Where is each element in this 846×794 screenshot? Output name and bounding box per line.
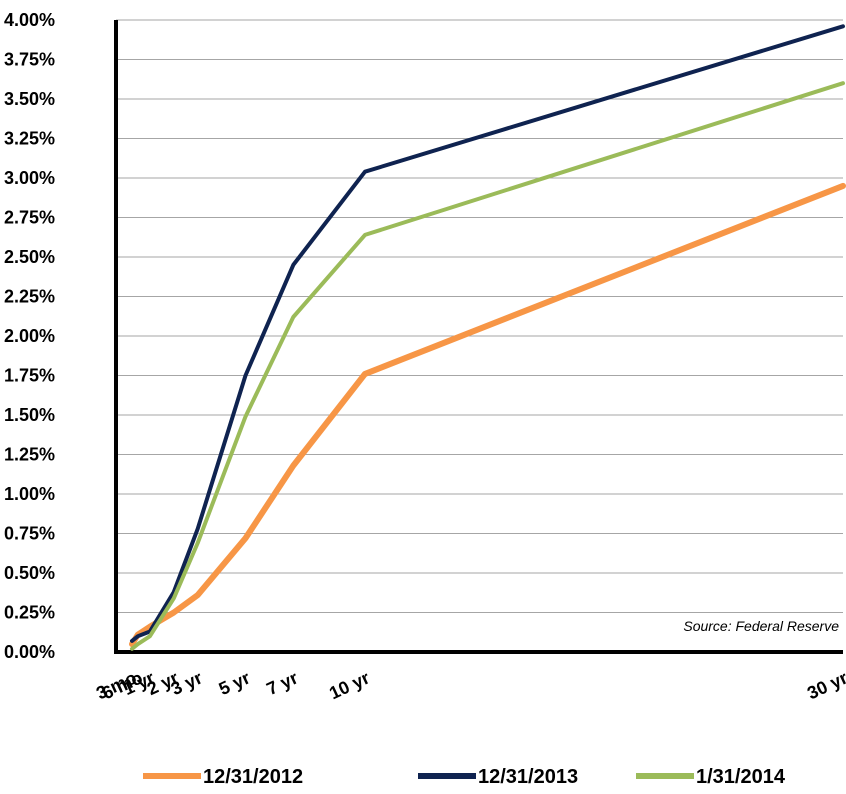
series-line-1 xyxy=(129,182,846,648)
axes xyxy=(114,20,843,654)
x-tick-label: 10 yr xyxy=(326,667,373,703)
y-tick-label: 1.75% xyxy=(4,366,55,386)
y-tick-label: 2.25% xyxy=(4,287,55,307)
series-line-3 xyxy=(130,81,845,651)
y-tick-label: 3.00% xyxy=(4,168,55,188)
y-tick-label: 1.25% xyxy=(4,445,55,465)
legend-label: 1/31/2014 xyxy=(696,766,786,788)
y-tick-label: 0.75% xyxy=(4,524,55,544)
series-line-2 xyxy=(130,24,845,643)
x-tick-label: 30 yr xyxy=(804,667,846,703)
legend-label: 12/31/2012 xyxy=(203,766,303,788)
y-tick-label: 2.75% xyxy=(4,208,55,228)
y-tick-label: 3.25% xyxy=(4,129,55,149)
y-tick-label: 0.50% xyxy=(4,563,55,583)
y-axis-tick-labels: 0.00% 0.25% 0.50% 0.75% 1.00% 1.25% 1.50% 1.75%… xyxy=(4,10,55,662)
x-tick-label: 5 yr xyxy=(216,667,253,699)
y-tick-label: 3.75% xyxy=(4,50,55,70)
y-tick-label: 3.50% xyxy=(4,89,55,109)
y-tick-label: 2.50% xyxy=(4,247,55,267)
y-tick-label: 4.00% xyxy=(4,10,55,30)
legend-label: 12/31/2013 xyxy=(478,766,578,788)
x-tick-label: 7 yr xyxy=(264,667,301,699)
x-axis-tick-labels: 3 mo6 mo1 yr2 yr3 yr 5 yr 7 yr 10 yr 30 yr xyxy=(93,667,846,703)
y-tick-label: 1.50% xyxy=(4,405,55,425)
legend: 12/31/2012 12/31/2013 1/31/2014 xyxy=(143,766,786,788)
source-annotation: Source: Federal Reserve xyxy=(683,618,839,634)
series-lines xyxy=(129,24,846,651)
y-tick-label: 0.00% xyxy=(4,642,55,662)
gridlines xyxy=(116,19,843,613)
y-tick-label: 2.00% xyxy=(4,326,55,346)
y-tick-label: 0.25% xyxy=(4,603,55,623)
y-tick-label: 1.00% xyxy=(4,484,55,504)
